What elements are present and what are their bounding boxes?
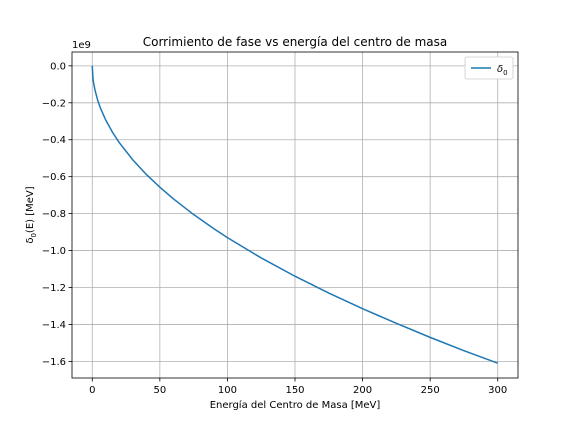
y-tick-label: −1.0 <box>42 246 66 257</box>
legend-entry-symbol: δ <box>497 64 503 75</box>
y-tick-label: −0.6 <box>42 172 66 183</box>
x-tick-label: 250 <box>421 385 440 396</box>
series-line-delta0 <box>91 65 498 364</box>
x-tick-label: 0 <box>89 385 95 396</box>
y-axis-label-rest: (E) [MeV] <box>25 186 36 233</box>
y-tick-label: −1.2 <box>42 283 66 294</box>
x-tick-label: 150 <box>285 385 304 396</box>
x-tick-label: 200 <box>353 385 372 396</box>
y-tick-label: −0.2 <box>42 98 66 109</box>
y-tick-label: −0.4 <box>42 135 66 146</box>
grid <box>72 52 518 378</box>
y-axis: 0.0 −0.2 −0.4 −0.6 −0.8 −1.0 −1.2 −1.4 −1.6 <box>42 61 72 368</box>
y-tick-label: −0.8 <box>42 209 66 220</box>
x-axis-label: Energía del Centro de Masa [MeV] <box>210 399 381 411</box>
legend: δ0 <box>464 56 514 80</box>
legend-entry-subscript: 0 <box>503 69 507 77</box>
legend-entry-label: δ0 <box>497 64 508 77</box>
x-tick-label: 300 <box>488 385 507 396</box>
series-layer <box>91 65 498 364</box>
y-scale-offset: 1e9 <box>72 40 91 51</box>
y-tick-label: −1.4 <box>42 320 66 331</box>
chart-title: Corrimiento de fase vs energía del centr… <box>143 35 448 49</box>
x-tick-label: 50 <box>153 385 166 396</box>
y-axis-label-symbol: δ <box>25 238 36 244</box>
x-tick-label: 100 <box>218 385 237 396</box>
y-axis-label-subscript: 0 <box>30 233 38 237</box>
y-tick-label: 0.0 <box>50 61 66 72</box>
x-axis: 0 50 100 150 200 250 300 <box>89 378 507 396</box>
y-axis-label: δ0(E) [MeV] <box>25 186 38 243</box>
y-tick-label: −1.6 <box>42 357 66 368</box>
